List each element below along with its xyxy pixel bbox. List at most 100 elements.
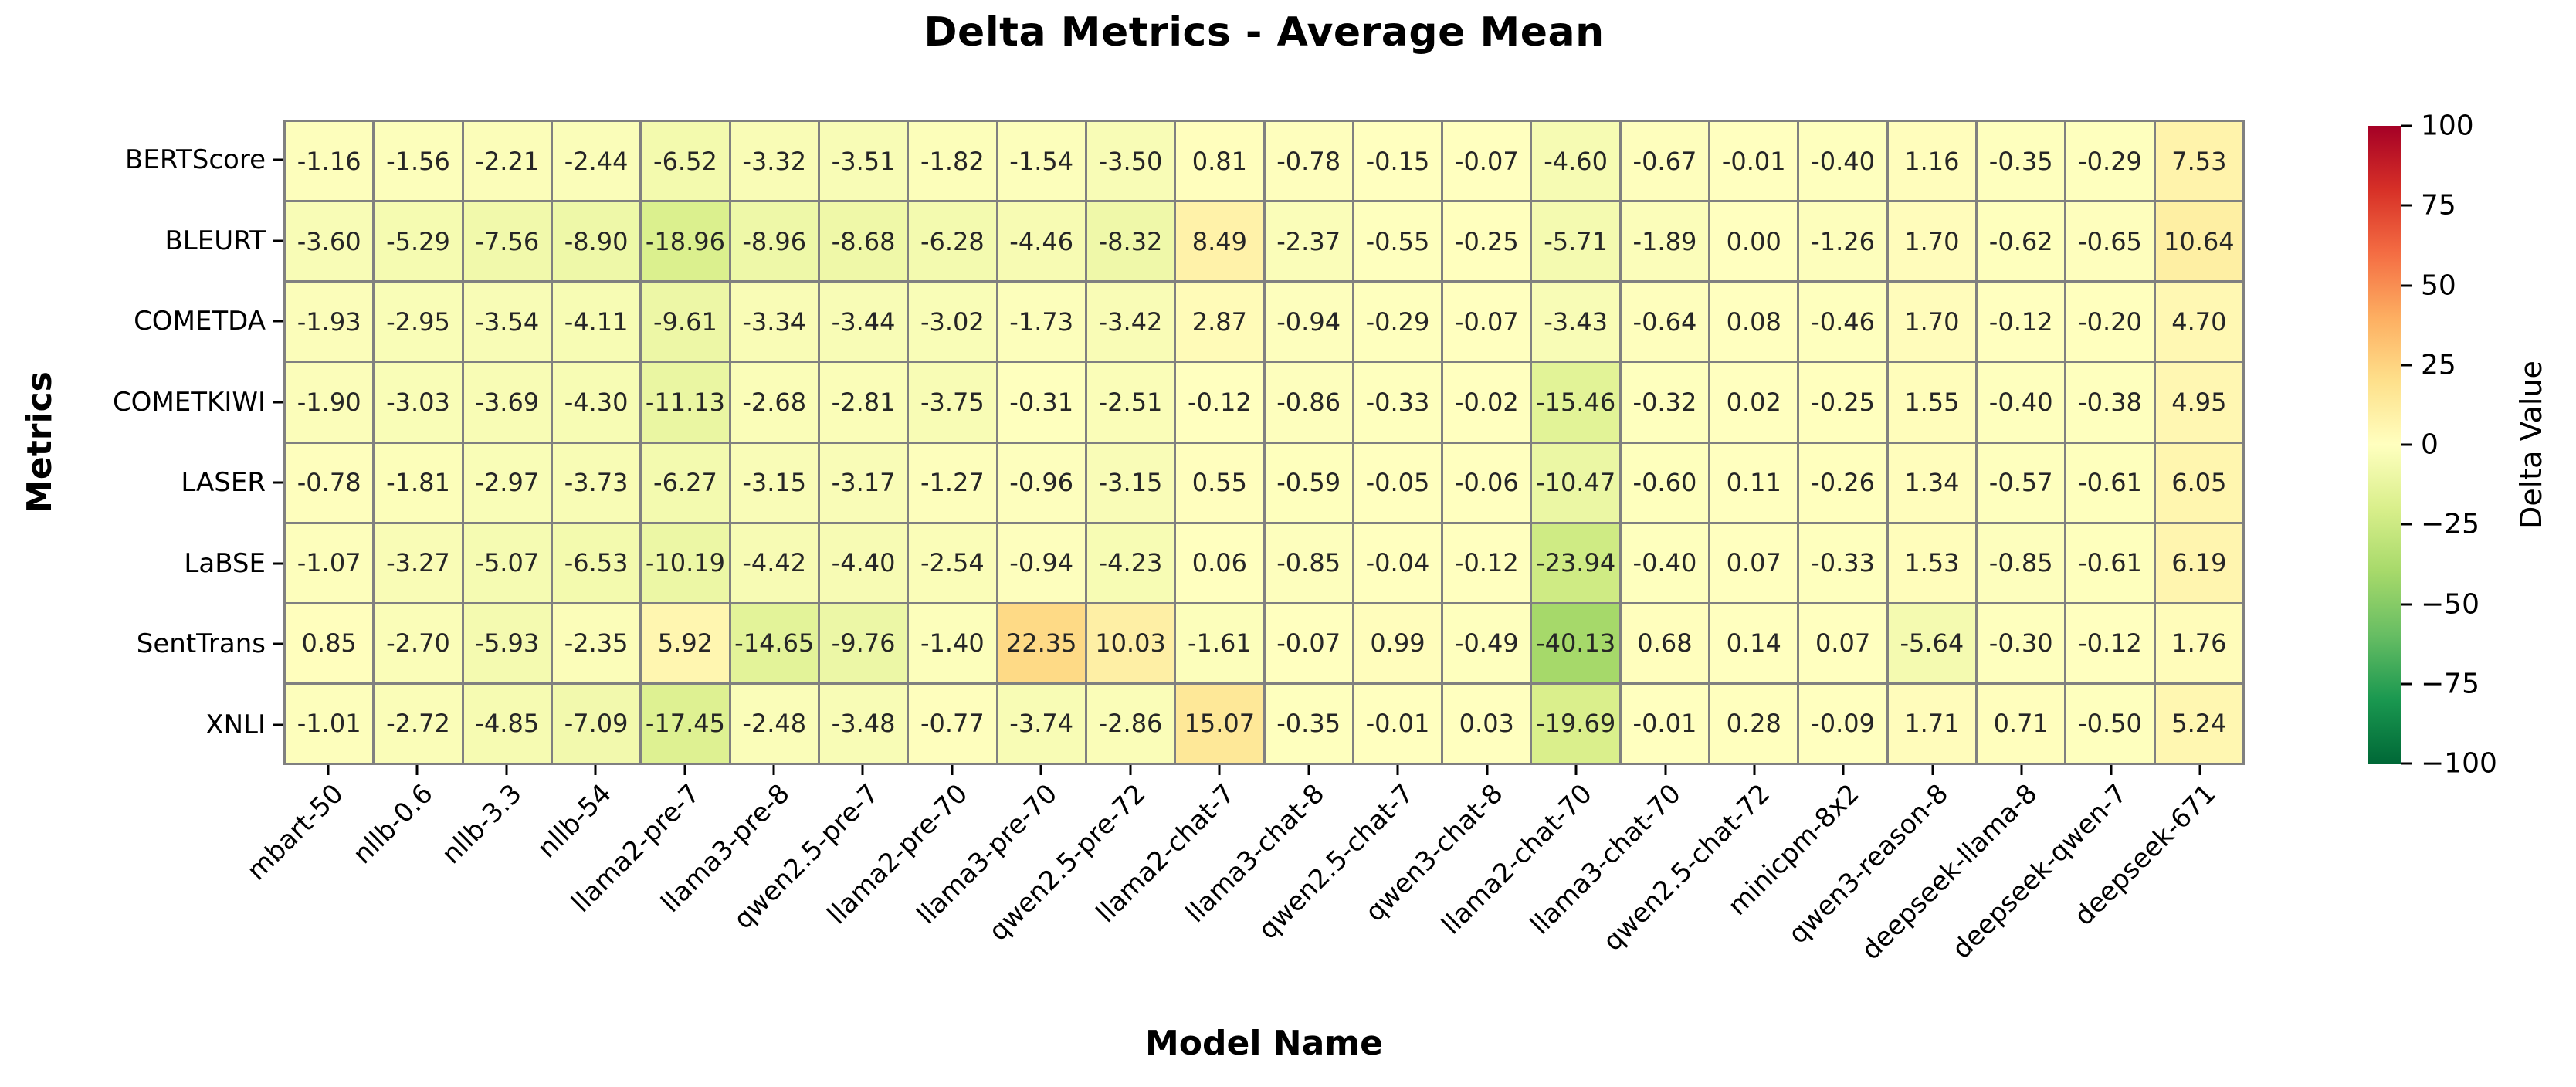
heatmap-cell: -3.50: [1086, 122, 1174, 201]
heatmap-cell: -3.73: [552, 443, 640, 522]
heatmap-cell: 22.35: [998, 604, 1085, 682]
heatmap-cell: -0.55: [1354, 202, 1442, 281]
x-tick-label: llama2-chat-70: [1435, 778, 1598, 941]
heatmap-cell: -8.90: [552, 202, 640, 281]
heatmap-cell: -0.61: [2066, 443, 2154, 522]
heatmap-cell: -0.46: [1799, 283, 1886, 361]
x-tick-mark: [2110, 765, 2113, 775]
colorbar-tick-label: −50: [2421, 588, 2479, 620]
heatmap-cell: -0.78: [286, 443, 373, 522]
heatmap-cell: -0.12: [1978, 283, 2065, 361]
x-tick-mark: [1753, 765, 1756, 775]
heatmap-cell: 10.03: [1086, 604, 1174, 682]
x-tick-mark: [505, 765, 508, 775]
heatmap-cell: -0.15: [1354, 122, 1442, 201]
heatmap-cell: -0.30: [1978, 604, 2065, 682]
heatmap-cell: -8.32: [1086, 202, 1174, 281]
x-tick-mark: [1574, 765, 1578, 775]
heatmap-cell: -3.03: [375, 363, 462, 442]
heatmap-cell: -2.37: [1265, 202, 1352, 281]
heatmap-cell: -0.49: [1443, 604, 1530, 682]
heatmap-cell: -0.02: [1443, 363, 1530, 442]
x-tick-mark: [1842, 765, 1845, 775]
heatmap-cell: 6.05: [2155, 443, 2242, 522]
heatmap-cell: -0.29: [2066, 122, 2154, 201]
colorbar-tick-mark: [2401, 523, 2412, 526]
colorbar-tick-mark: [2401, 682, 2412, 686]
x-tick-label: deepseek-llama-8: [1856, 778, 2044, 967]
heatmap-cell: -0.59: [1265, 443, 1352, 522]
heatmap-cell: 6.19: [2155, 523, 2242, 602]
heatmap-cell: -2.21: [463, 122, 551, 201]
heatmap-cell: -0.25: [1443, 202, 1530, 281]
heatmap-cell: -0.77: [909, 684, 996, 763]
heatmap-cell: -0.94: [998, 523, 1085, 602]
heatmap-cell: 0.02: [1710, 363, 1798, 442]
colorbar-tick-label: −100: [2421, 747, 2497, 780]
heatmap-cell: 0.85: [286, 604, 373, 682]
heatmap-cell: 1.70: [1888, 283, 1976, 361]
heatmap-cell: -0.07: [1265, 604, 1352, 682]
heatmap-cell: 5.24: [2155, 684, 2242, 763]
heatmap-cell: -2.95: [375, 283, 462, 361]
heatmap-cell: -0.33: [1799, 523, 1886, 602]
chart-title: Delta Metrics - Average Mean: [924, 9, 1605, 56]
heatmap-cell: -1.56: [375, 122, 462, 201]
y-tick-label: LASER: [181, 467, 266, 499]
x-tick-mark: [1486, 765, 1489, 775]
x-tick-mark: [951, 765, 954, 775]
heatmap-cell: -3.02: [909, 283, 996, 361]
colorbar-tick-mark: [2401, 603, 2412, 605]
x-tick-label: qwen2.5-chat-72: [1597, 778, 1777, 958]
heatmap-cell: -40.13: [1532, 604, 1619, 682]
heatmap-cell: -3.15: [730, 443, 818, 522]
heatmap-cell: -4.85: [463, 684, 551, 763]
colorbar-tick-mark: [2401, 443, 2412, 446]
heatmap-cell: 1.34: [1888, 443, 1976, 522]
heatmap-cell: -0.29: [1354, 283, 1442, 361]
heatmap-cell: 2.87: [1176, 283, 1263, 361]
heatmap-cell: -4.46: [998, 202, 1085, 281]
x-tick-mark: [1931, 765, 1934, 775]
heatmap-cell: 5.92: [642, 604, 729, 682]
heatmap-cell: -2.97: [463, 443, 551, 522]
heatmap-cell: -4.30: [552, 363, 640, 442]
heatmap-cell: -0.31: [998, 363, 1085, 442]
heatmap-cell: 1.16: [1888, 122, 1976, 201]
x-tick-label: nllb-3.3: [436, 778, 528, 871]
heatmap-cell: -1.61: [1176, 604, 1263, 682]
x-tick-mark: [1307, 765, 1310, 775]
colorbar-tick-mark: [2401, 124, 2412, 127]
heatmap-cell: -8.68: [819, 202, 907, 281]
heatmap-cell: -0.12: [1176, 363, 1263, 442]
heatmap-cell: -0.64: [1621, 283, 1709, 361]
heatmap-cell: -17.45: [642, 684, 729, 763]
heatmap-cell: -0.35: [1265, 684, 1352, 763]
heatmap-cell: -6.28: [909, 202, 996, 281]
heatmap-grid: -1.16 -1.56 -2.21 -2.44 -6.52 -3.32 -3.51 -1.82…: [283, 120, 2245, 765]
heatmap-cell: -3.42: [1086, 283, 1174, 361]
heatmap-cell: -0.94: [1265, 283, 1352, 361]
heatmap-cell: -0.12: [2066, 604, 2154, 682]
heatmap-cell: -0.65: [2066, 202, 2154, 281]
heatmap-cell: -10.47: [1532, 443, 1619, 522]
heatmap-cell: -3.27: [375, 523, 462, 602]
heatmap-cell: -0.40: [1799, 122, 1886, 201]
heatmap-cell: 0.14: [1710, 604, 1798, 682]
heatmap-cell: -4.11: [552, 283, 640, 361]
x-tick-label: mbart-50: [241, 778, 351, 887]
y-tick-mark: [273, 481, 283, 484]
heatmap-cell: -3.60: [286, 202, 373, 281]
heatmap-cell: -3.48: [819, 684, 907, 763]
heatmap-cell: -3.17: [819, 443, 907, 522]
heatmap-cell: -4.42: [730, 523, 818, 602]
heatmap-cell: 1.71: [1888, 684, 1976, 763]
colorbar-tick-label: 100: [2421, 110, 2474, 142]
heatmap-cell: -3.43: [1532, 283, 1619, 361]
heatmap-cell: -2.68: [730, 363, 818, 442]
y-tick-label: COMETKIWI: [112, 386, 266, 418]
heatmap-cell: -0.07: [1443, 122, 1530, 201]
heatmap-cell: -19.69: [1532, 684, 1619, 763]
heatmap-cell: -7.09: [552, 684, 640, 763]
heatmap-cell: -0.07: [1443, 283, 1530, 361]
